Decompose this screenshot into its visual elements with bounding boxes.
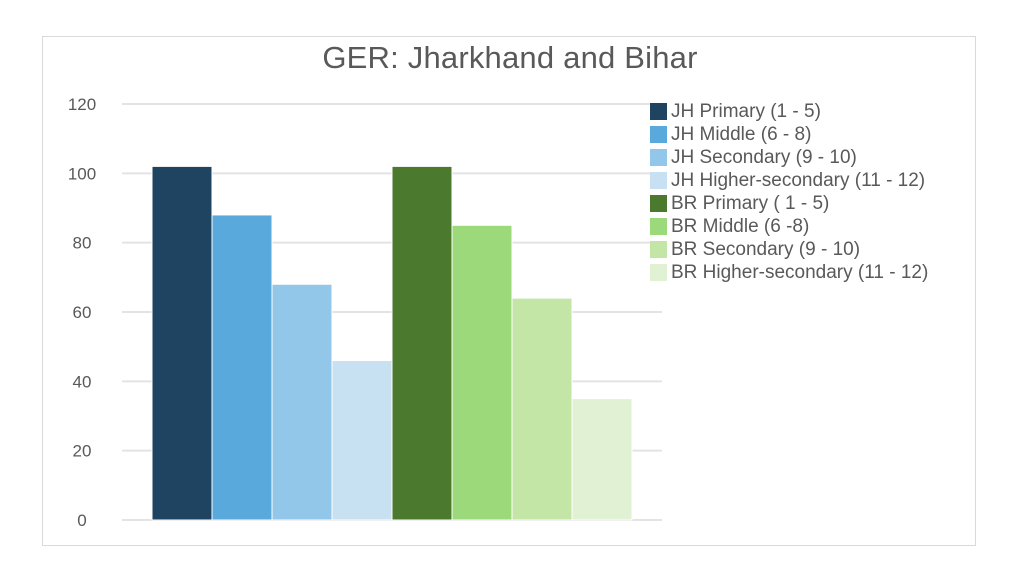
legend-item: BR Primary ( 1 - 5): [650, 192, 970, 215]
legend-swatch: [650, 172, 667, 189]
y-tick-label: 40: [73, 372, 92, 391]
legend-swatch: [650, 241, 667, 258]
chart-title: GER: Jharkhand and Bihar: [322, 40, 698, 75]
legend-swatch: [650, 126, 667, 143]
y-tick-label: 0: [77, 511, 86, 530]
legend-item: BR Secondary (9 - 10): [650, 238, 970, 261]
legend-label: JH Higher-secondary (11 - 12): [671, 170, 926, 191]
y-tick-label: 20: [73, 442, 92, 461]
y-tick-label: 60: [73, 303, 92, 322]
legend-label: BR Middle (6 -8): [671, 216, 810, 237]
bar-6: [511, 297, 573, 521]
bar-0: [151, 165, 213, 521]
legend-label: JH Secondary (9 - 10): [671, 147, 857, 168]
bar-2: [271, 283, 333, 521]
legend-label: BR Higher-secondary (11 - 12): [671, 262, 929, 283]
bar-3: [331, 360, 393, 521]
legend-label: BR Primary ( 1 - 5): [671, 193, 830, 214]
legend-item: JH Middle (6 - 8): [650, 123, 970, 146]
legend-label: JH Middle (6 - 8): [671, 124, 812, 145]
legend-swatch: [650, 103, 667, 120]
legend-item: BR Higher-secondary (11 - 12): [650, 261, 970, 284]
legend-swatch: [650, 149, 667, 166]
legend-swatch: [650, 218, 667, 235]
legend-item: BR Middle (6 -8): [650, 215, 970, 238]
chart-legend: JH Primary (1 - 5) JH Middle (6 - 8) JH Se…: [650, 100, 970, 284]
y-tick-label: 120: [68, 95, 96, 114]
legend-swatch: [650, 264, 667, 281]
y-tick-label: 100: [68, 164, 96, 183]
bar-4: [391, 165, 453, 521]
y-tick-label: 80: [73, 234, 92, 253]
bar-7: [571, 398, 633, 521]
bar-1: [211, 214, 273, 521]
bar-5: [451, 224, 513, 521]
legend-item: JH Secondary (9 - 10): [650, 146, 970, 169]
legend-label: BR Secondary (9 - 10): [671, 239, 861, 260]
legend-item: JH Primary (1 - 5): [650, 100, 970, 123]
legend-item: JH Higher-secondary (11 - 12): [650, 169, 970, 192]
legend-label: JH Primary (1 - 5): [671, 101, 821, 122]
legend-swatch: [650, 195, 667, 212]
